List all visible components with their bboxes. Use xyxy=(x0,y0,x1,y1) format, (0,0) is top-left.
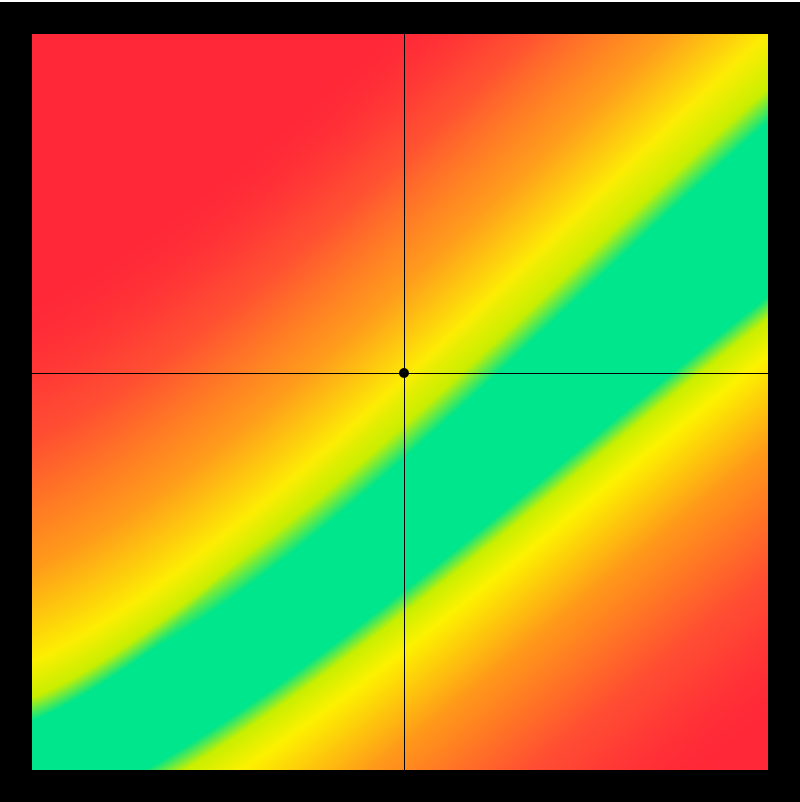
crosshair-marker xyxy=(399,368,409,378)
crosshair-vertical xyxy=(404,34,405,770)
figure-root: TheBottleneck.com xyxy=(0,0,800,800)
heatmap-canvas xyxy=(32,34,768,770)
